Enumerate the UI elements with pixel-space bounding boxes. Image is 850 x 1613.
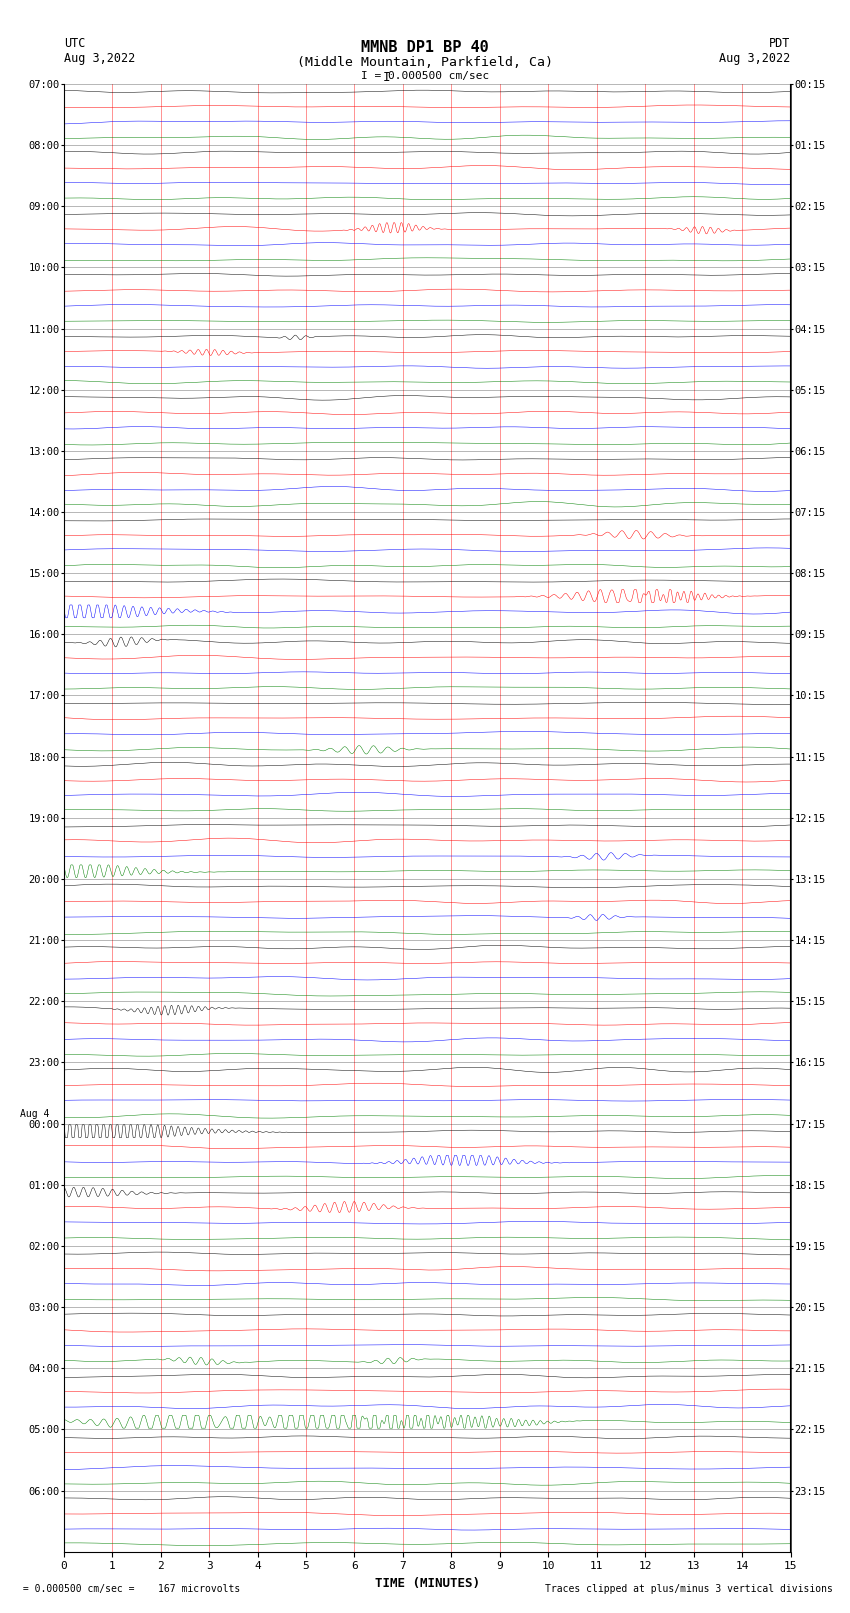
Text: PDT: PDT [769, 37, 790, 50]
Text: Aug 4: Aug 4 [20, 1108, 49, 1119]
Text: Aug 3,2022: Aug 3,2022 [64, 52, 135, 65]
Text: I: I [383, 71, 390, 84]
Text: Aug 3,2022: Aug 3,2022 [719, 52, 791, 65]
Text: I = 0.000500 cm/sec: I = 0.000500 cm/sec [361, 71, 489, 81]
Text: UTC: UTC [64, 37, 85, 50]
Text: = 0.000500 cm/sec =    167 microvolts: = 0.000500 cm/sec = 167 microvolts [17, 1584, 241, 1594]
Text: (Middle Mountain, Parkfield, Ca): (Middle Mountain, Parkfield, Ca) [297, 56, 553, 69]
Text: MMNB DP1 BP 40: MMNB DP1 BP 40 [361, 40, 489, 55]
X-axis label: TIME (MINUTES): TIME (MINUTES) [375, 1578, 479, 1590]
Text: Traces clipped at plus/minus 3 vertical divisions: Traces clipped at plus/minus 3 vertical … [545, 1584, 833, 1594]
